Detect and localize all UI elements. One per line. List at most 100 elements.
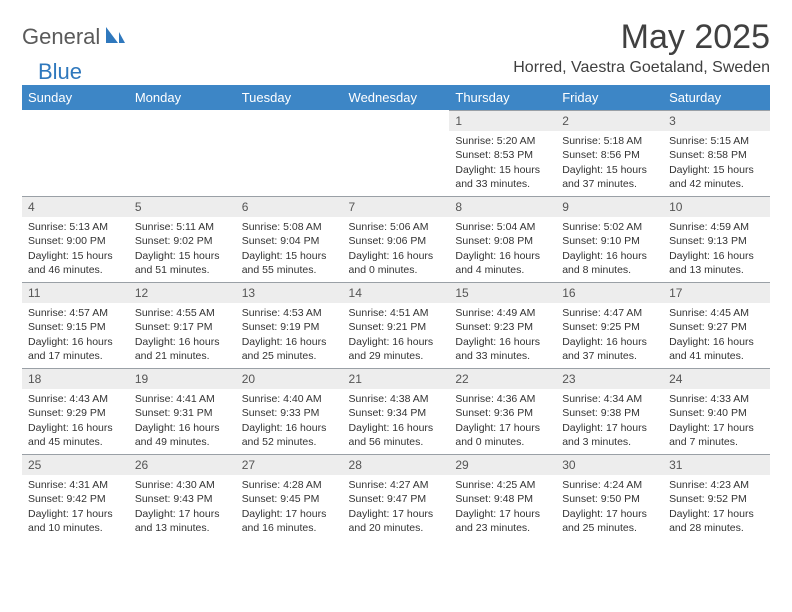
calendar-cell: 14Sunrise: 4:51 AMSunset: 9:21 PMDayligh… bbox=[343, 282, 450, 368]
sunset-line: Sunset: 9:50 PM bbox=[562, 492, 657, 506]
day-number: 10 bbox=[663, 196, 770, 217]
weekday-header: Thursday bbox=[449, 85, 556, 110]
daylight-line: Daylight: 16 hours and 21 minutes. bbox=[135, 335, 230, 363]
weekday-header: Monday bbox=[129, 85, 236, 110]
day-details: Sunrise: 4:53 AMSunset: 9:19 PMDaylight:… bbox=[236, 303, 343, 367]
sunrise-line: Sunrise: 5:20 AM bbox=[455, 134, 550, 148]
sunset-line: Sunset: 9:42 PM bbox=[28, 492, 123, 506]
day-number: 14 bbox=[343, 282, 450, 303]
brand-logo: General bbox=[22, 18, 126, 50]
day-number: 27 bbox=[236, 454, 343, 475]
calendar-cell: 17Sunrise: 4:45 AMSunset: 9:27 PMDayligh… bbox=[663, 282, 770, 368]
page-title: May 2025 bbox=[621, 18, 770, 57]
day-number: 7 bbox=[343, 196, 450, 217]
sunset-line: Sunset: 9:36 PM bbox=[455, 406, 550, 420]
sunrise-line: Sunrise: 4:38 AM bbox=[349, 392, 444, 406]
daylight-line: Daylight: 17 hours and 3 minutes. bbox=[562, 421, 657, 449]
sunrise-line: Sunrise: 4:23 AM bbox=[669, 478, 764, 492]
calendar-cell: 2Sunrise: 5:18 AMSunset: 8:56 PMDaylight… bbox=[556, 110, 663, 196]
calendar-body: 1Sunrise: 5:20 AMSunset: 8:53 PMDaylight… bbox=[22, 110, 770, 540]
sunset-line: Sunset: 9:47 PM bbox=[349, 492, 444, 506]
sunset-line: Sunset: 9:38 PM bbox=[562, 406, 657, 420]
day-details: Sunrise: 5:20 AMSunset: 8:53 PMDaylight:… bbox=[449, 131, 556, 195]
sunset-line: Sunset: 9:25 PM bbox=[562, 320, 657, 334]
sunset-line: Sunset: 8:58 PM bbox=[669, 148, 764, 162]
daylight-line: Daylight: 16 hours and 0 minutes. bbox=[349, 249, 444, 277]
daylight-line: Daylight: 16 hours and 8 minutes. bbox=[562, 249, 657, 277]
weekday-header: Sunday bbox=[22, 85, 129, 110]
daylight-line: Daylight: 16 hours and 45 minutes. bbox=[28, 421, 123, 449]
calendar-cell: 19Sunrise: 4:41 AMSunset: 9:31 PMDayligh… bbox=[129, 368, 236, 454]
calendar-row: 4Sunrise: 5:13 AMSunset: 9:00 PMDaylight… bbox=[22, 196, 770, 282]
day-number: 20 bbox=[236, 368, 343, 389]
sunrise-line: Sunrise: 4:43 AM bbox=[28, 392, 123, 406]
sunrise-line: Sunrise: 4:40 AM bbox=[242, 392, 337, 406]
weekday-header: Saturday bbox=[663, 85, 770, 110]
day-details: Sunrise: 4:34 AMSunset: 9:38 PMDaylight:… bbox=[556, 389, 663, 453]
daylight-line: Daylight: 16 hours and 13 minutes. bbox=[669, 249, 764, 277]
daylight-line: Daylight: 15 hours and 37 minutes. bbox=[562, 163, 657, 191]
day-number: 9 bbox=[556, 196, 663, 217]
day-number: 6 bbox=[236, 196, 343, 217]
day-details: Sunrise: 4:27 AMSunset: 9:47 PMDaylight:… bbox=[343, 475, 450, 539]
weekday-header-row: SundayMondayTuesdayWednesdayThursdayFrid… bbox=[22, 85, 770, 110]
day-details: Sunrise: 4:36 AMSunset: 9:36 PMDaylight:… bbox=[449, 389, 556, 453]
day-details: Sunrise: 4:24 AMSunset: 9:50 PMDaylight:… bbox=[556, 475, 663, 539]
sunset-line: Sunset: 9:13 PM bbox=[669, 234, 764, 248]
sunrise-line: Sunrise: 4:27 AM bbox=[349, 478, 444, 492]
sunrise-line: Sunrise: 5:11 AM bbox=[135, 220, 230, 234]
day-number: 23 bbox=[556, 368, 663, 389]
day-details: Sunrise: 4:45 AMSunset: 9:27 PMDaylight:… bbox=[663, 303, 770, 367]
daylight-line: Daylight: 16 hours and 29 minutes. bbox=[349, 335, 444, 363]
daylight-line: Daylight: 16 hours and 56 minutes. bbox=[349, 421, 444, 449]
day-details: Sunrise: 4:28 AMSunset: 9:45 PMDaylight:… bbox=[236, 475, 343, 539]
weekday-header: Tuesday bbox=[236, 85, 343, 110]
day-details: Sunrise: 4:40 AMSunset: 9:33 PMDaylight:… bbox=[236, 389, 343, 453]
daylight-line: Daylight: 15 hours and 42 minutes. bbox=[669, 163, 764, 191]
calendar-cell: 29Sunrise: 4:25 AMSunset: 9:48 PMDayligh… bbox=[449, 454, 556, 540]
calendar-cell: 9Sunrise: 5:02 AMSunset: 9:10 PMDaylight… bbox=[556, 196, 663, 282]
location-text: Horred, Vaestra Goetaland, Sweden bbox=[513, 59, 770, 77]
calendar-cell: 18Sunrise: 4:43 AMSunset: 9:29 PMDayligh… bbox=[22, 368, 129, 454]
calendar-cell: 7Sunrise: 5:06 AMSunset: 9:06 PMDaylight… bbox=[343, 196, 450, 282]
sunset-line: Sunset: 9:43 PM bbox=[135, 492, 230, 506]
calendar-cell: 8Sunrise: 5:04 AMSunset: 9:08 PMDaylight… bbox=[449, 196, 556, 282]
sunrise-line: Sunrise: 4:53 AM bbox=[242, 306, 337, 320]
day-details: Sunrise: 5:08 AMSunset: 9:04 PMDaylight:… bbox=[236, 217, 343, 281]
sunset-line: Sunset: 9:19 PM bbox=[242, 320, 337, 334]
day-details: Sunrise: 4:23 AMSunset: 9:52 PMDaylight:… bbox=[663, 475, 770, 539]
daylight-line: Daylight: 15 hours and 51 minutes. bbox=[135, 249, 230, 277]
day-details: Sunrise: 4:25 AMSunset: 9:48 PMDaylight:… bbox=[449, 475, 556, 539]
sunrise-line: Sunrise: 4:45 AM bbox=[669, 306, 764, 320]
day-number: 2 bbox=[556, 110, 663, 131]
calendar-cell: 25Sunrise: 4:31 AMSunset: 9:42 PMDayligh… bbox=[22, 454, 129, 540]
sunrise-line: Sunrise: 4:51 AM bbox=[349, 306, 444, 320]
daylight-line: Daylight: 17 hours and 10 minutes. bbox=[28, 507, 123, 535]
sunrise-line: Sunrise: 4:34 AM bbox=[562, 392, 657, 406]
sunset-line: Sunset: 9:02 PM bbox=[135, 234, 230, 248]
sunrise-line: Sunrise: 4:33 AM bbox=[669, 392, 764, 406]
day-details: Sunrise: 4:30 AMSunset: 9:43 PMDaylight:… bbox=[129, 475, 236, 539]
calendar-row: 18Sunrise: 4:43 AMSunset: 9:29 PMDayligh… bbox=[22, 368, 770, 454]
day-number: 31 bbox=[663, 454, 770, 475]
weekday-header: Friday bbox=[556, 85, 663, 110]
sunset-line: Sunset: 9:04 PM bbox=[242, 234, 337, 248]
sunset-line: Sunset: 9:52 PM bbox=[669, 492, 764, 506]
day-number: 1 bbox=[449, 110, 556, 131]
brand-text-blue: Blue bbox=[38, 59, 82, 85]
daylight-line: Daylight: 17 hours and 23 minutes. bbox=[455, 507, 550, 535]
day-details: Sunrise: 5:04 AMSunset: 9:08 PMDaylight:… bbox=[449, 217, 556, 281]
calendar-cell bbox=[129, 110, 236, 196]
daylight-line: Daylight: 17 hours and 7 minutes. bbox=[669, 421, 764, 449]
day-details: Sunrise: 5:02 AMSunset: 9:10 PMDaylight:… bbox=[556, 217, 663, 281]
sunrise-line: Sunrise: 4:28 AM bbox=[242, 478, 337, 492]
daylight-line: Daylight: 17 hours and 16 minutes. bbox=[242, 507, 337, 535]
calendar-cell: 3Sunrise: 5:15 AMSunset: 8:58 PMDaylight… bbox=[663, 110, 770, 196]
calendar-cell: 21Sunrise: 4:38 AMSunset: 9:34 PMDayligh… bbox=[343, 368, 450, 454]
calendar-row: 1Sunrise: 5:20 AMSunset: 8:53 PMDaylight… bbox=[22, 110, 770, 196]
daylight-line: Daylight: 16 hours and 33 minutes. bbox=[455, 335, 550, 363]
sunset-line: Sunset: 9:48 PM bbox=[455, 492, 550, 506]
daylight-line: Daylight: 16 hours and 4 minutes. bbox=[455, 249, 550, 277]
daylight-line: Daylight: 16 hours and 37 minutes. bbox=[562, 335, 657, 363]
sunrise-line: Sunrise: 4:25 AM bbox=[455, 478, 550, 492]
